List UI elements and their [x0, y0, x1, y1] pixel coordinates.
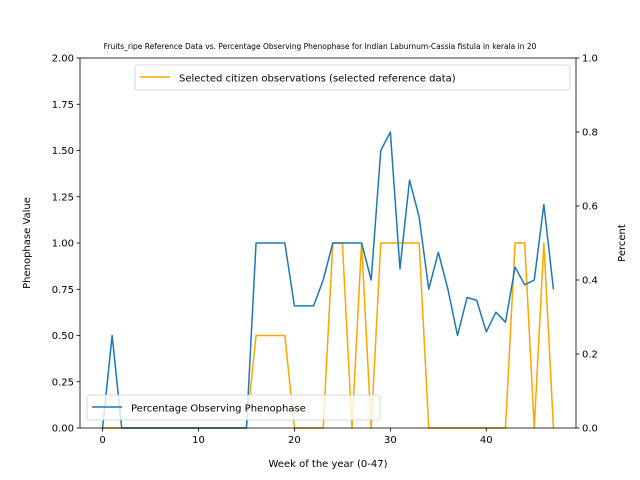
legend-box [134, 64, 571, 91]
y-left-tick-label: 0.50 [52, 331, 74, 342]
x-tick-label: 40 [480, 435, 493, 446]
x-axis: 0 10 20 30 40 [99, 428, 493, 446]
y-axis-left: 0.00 0.25 0.50 0.75 1.00 1.25 1.50 1.75 2.00 [52, 54, 80, 435]
y-right-tick-label: 0.6 [582, 202, 598, 213]
y-right-tick-label: 0.0 [582, 424, 598, 435]
y-left-tick-label: 1.75 [52, 100, 74, 111]
legend-label-reference: Selected citizen observations (selected … [179, 74, 456, 85]
chart-title: Fruits_ripe Reference Data vs. Percentag… [104, 42, 537, 51]
x-tick-label: 0 [99, 435, 105, 446]
y-left-tick-label: 1.00 [52, 239, 74, 250]
x-tick-label: 30 [384, 435, 397, 446]
legend-label-percentage: Percentage Observing Phenophase [131, 404, 306, 415]
y-right-tick-label: 1.0 [582, 54, 598, 65]
y-left-tick-label: 1.25 [52, 192, 74, 203]
y-left-tick-label: 0.75 [52, 285, 74, 296]
legend-reference: Selected citizen observations (selected … [134, 64, 571, 91]
x-tick-label: 20 [288, 435, 301, 446]
y-left-tick-label: 2.00 [52, 54, 74, 65]
y-right-tick-label: 0.8 [582, 128, 598, 139]
y-left-tick-label: 0.00 [52, 424, 74, 435]
y-axis-right-label: Percent [617, 224, 628, 262]
x-tick-label: 10 [192, 435, 205, 446]
y-left-tick-label: 0.25 [52, 377, 74, 388]
y-right-tick-label: 0.4 [582, 276, 598, 287]
plot-frame [79, 57, 577, 429]
y-right-tick-label: 0.2 [582, 350, 598, 361]
legend-box [86, 394, 381, 421]
series-layer [101, 131, 555, 429]
y-axis-left-label: Phenophase Value [22, 197, 33, 289]
x-axis-label: Week of the year (0-47) [269, 459, 388, 470]
y-axis-right: 0.0 0.2 0.4 0.6 0.8 1.0 [576, 54, 598, 435]
y-left-tick-label: 1.50 [52, 146, 74, 157]
legend-percentage: Percentage Observing Phenophase [86, 394, 381, 421]
series-line-percentage [101, 131, 555, 429]
